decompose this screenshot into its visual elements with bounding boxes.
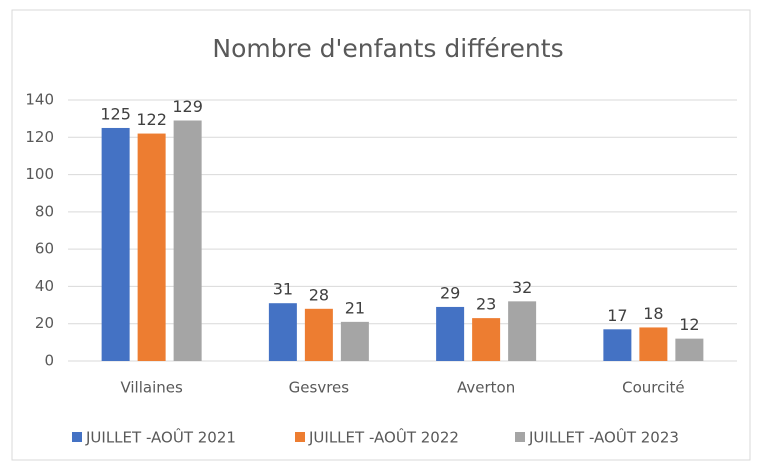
data-label: 23 <box>476 295 496 314</box>
data-label: 129 <box>172 97 203 116</box>
y-tick-label: 0 <box>44 352 54 370</box>
data-label: 32 <box>512 278 532 297</box>
data-label: 28 <box>309 285 329 304</box>
chart-border <box>11 9 751 461</box>
data-label: 17 <box>607 306 627 325</box>
x-tick-label: Courcité <box>622 379 685 397</box>
y-tick-label: 60 <box>35 240 54 258</box>
bar <box>173 120 202 361</box>
data-label: 12 <box>679 315 699 334</box>
bar <box>340 321 369 361</box>
bar <box>508 301 537 361</box>
x-tick-label: Gesvres <box>289 379 350 397</box>
bar <box>436 306 465 361</box>
data-label: 122 <box>136 110 167 129</box>
y-tick-label: 120 <box>25 128 54 146</box>
data-label: 125 <box>100 104 131 123</box>
bar <box>675 338 704 361</box>
legend-swatch <box>295 432 305 442</box>
legend-swatch <box>72 432 82 442</box>
y-tick-label: 40 <box>35 277 54 295</box>
legend-swatch <box>515 432 525 442</box>
x-tick-label: Averton <box>457 379 515 397</box>
bar <box>304 308 333 361</box>
y-tick-label: 20 <box>35 314 54 332</box>
y-tick-label: 80 <box>35 202 54 220</box>
legend-label: JUILLET -AOÛT 2023 <box>528 428 679 447</box>
legend-label: JUILLET -AOÛT 2022 <box>308 428 459 447</box>
x-tick-label: Villaines <box>120 379 183 397</box>
bar <box>639 327 668 361</box>
y-tick-label: 100 <box>25 165 54 183</box>
bar <box>101 127 130 361</box>
chart-title: Nombre d'enfants différents <box>212 34 563 63</box>
bar <box>137 133 166 361</box>
data-label: 18 <box>643 304 663 323</box>
data-label: 31 <box>273 280 293 299</box>
bar <box>268 303 297 361</box>
bar <box>603 329 632 361</box>
legend-label: JUILLET -AOÛT 2021 <box>85 428 236 447</box>
bar <box>472 318 501 361</box>
data-label: 29 <box>440 283 460 302</box>
data-label: 21 <box>345 298 365 317</box>
y-tick-label: 140 <box>25 91 54 109</box>
